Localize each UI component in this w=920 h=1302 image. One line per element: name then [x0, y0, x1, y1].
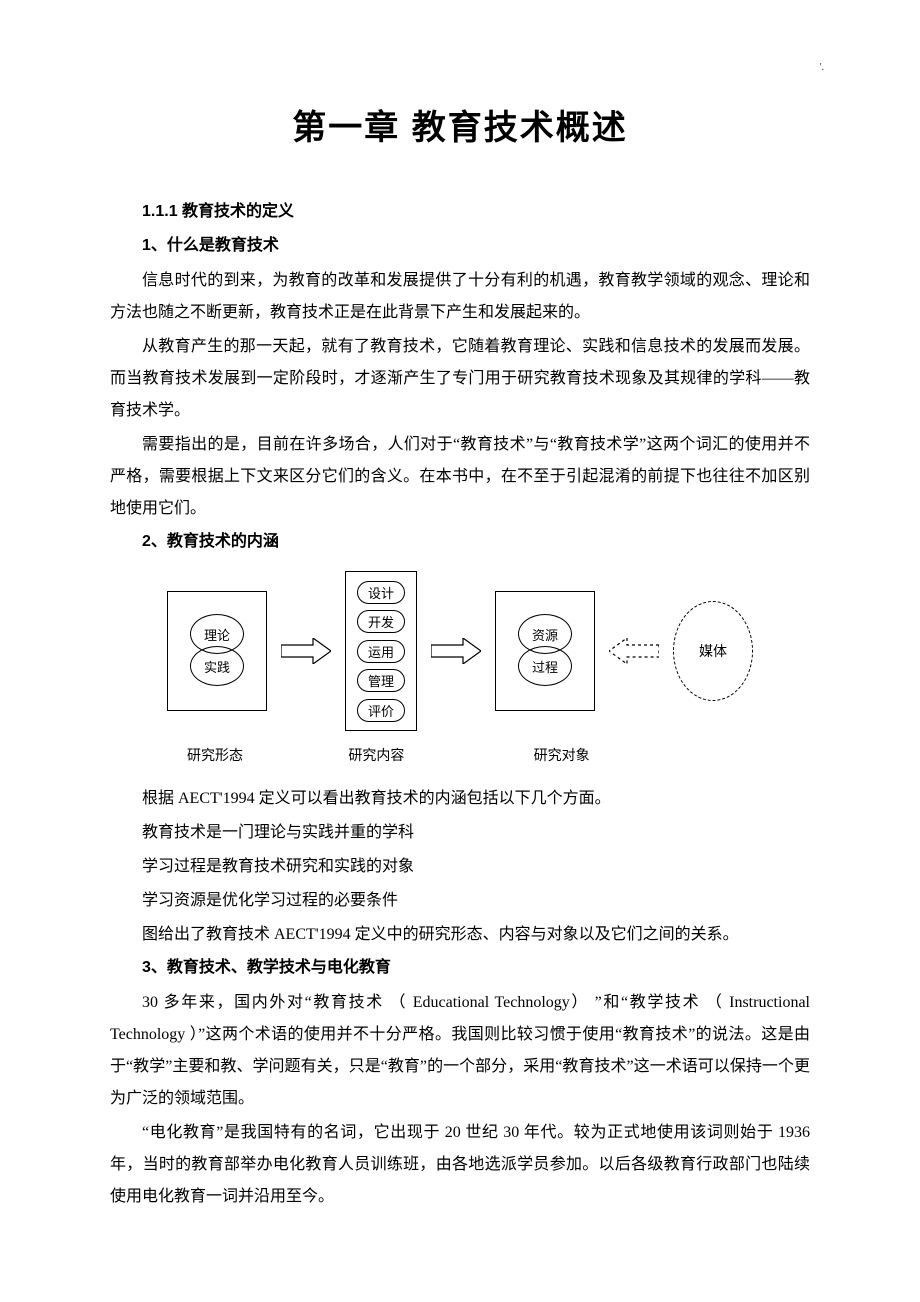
- caption-object: 研究对象: [534, 745, 590, 765]
- venn-theory-practice: 理论 实践: [177, 606, 257, 696]
- arrow-left-dashed-icon: [609, 638, 659, 664]
- paragraph: 学习资源是优化学习过程的必要条件: [110, 885, 810, 917]
- venn-circle-bottom: 实践: [190, 646, 244, 686]
- concept-diagram: 理论 实践 设计 开发 运用 管理 评价: [165, 571, 755, 765]
- subheading-3: 3、教育技术、教学技术与电化教育: [110, 953, 810, 977]
- paragraph: 教育技术是一门理论与实践并重的学科: [110, 817, 810, 849]
- paragraph: 需要指出的是，目前在许多场合，人们对于“教育技术”与“教育技术学”这两个词汇的使…: [110, 429, 810, 525]
- subheading-1: 1、什么是教育技术: [110, 231, 810, 255]
- pill-item: 设计: [357, 581, 405, 604]
- venn-circle-bottom: 过程: [518, 646, 572, 686]
- subheading-2: 2、教育技术的内涵: [110, 527, 810, 551]
- corner-mark: '.: [820, 62, 824, 73]
- pill-item: 管理: [357, 669, 405, 692]
- pill-item: 评价: [357, 699, 405, 722]
- diagram-captions: 研究形态 研究内容 研究对象 占: [165, 745, 755, 765]
- paragraph: 30 多年来，国内外对“教育技术 （ Educational Technolog…: [110, 987, 810, 1115]
- diagram-box-research-form: 理论 实践: [167, 591, 267, 711]
- pill-item: 运用: [357, 640, 405, 663]
- venn-resource-process: 资源 过程: [505, 606, 585, 696]
- arrow-right-icon: [431, 638, 481, 664]
- arrow-right-icon: [281, 638, 331, 664]
- paragraph: 学习过程是教育技术研究和实践的对象: [110, 851, 810, 883]
- diagram-box-research-object: 资源 过程: [495, 591, 595, 711]
- paragraph: 图给出了教育技术 AECT'1994 定义中的研究形态、内容与对象以及它们之间的…: [110, 919, 810, 951]
- paragraph: 信息时代的到来，为教育的改革和发展提供了十分有利的机遇，教育教学领域的观念、理论…: [110, 265, 810, 329]
- section-heading-1-1-1: 1.1.1 教育技术的定义: [110, 197, 810, 221]
- diagram-box-research-content: 设计 开发 运用 管理 评价: [345, 571, 417, 731]
- paragraph: 从教育产生的那一天起，就有了教育技术，它随着教育理论、实践和信息技术的发展而发展…: [110, 331, 810, 427]
- caption-content: 研究内容: [348, 745, 404, 765]
- paragraph: “电化教育”是我国特有的名词，它出现于 20 世纪 30 年代。较为正式地使用该…: [110, 1117, 810, 1213]
- pill-item: 开发: [357, 610, 405, 633]
- chapter-title: 第一章 教育技术概述: [110, 100, 810, 149]
- caption-form: 研究形态: [187, 745, 243, 765]
- media-ellipse: 媒体: [673, 601, 753, 701]
- paragraph: 根据 AECT'1994 定义可以看出教育技术的内涵包括以下几个方面。: [110, 783, 810, 815]
